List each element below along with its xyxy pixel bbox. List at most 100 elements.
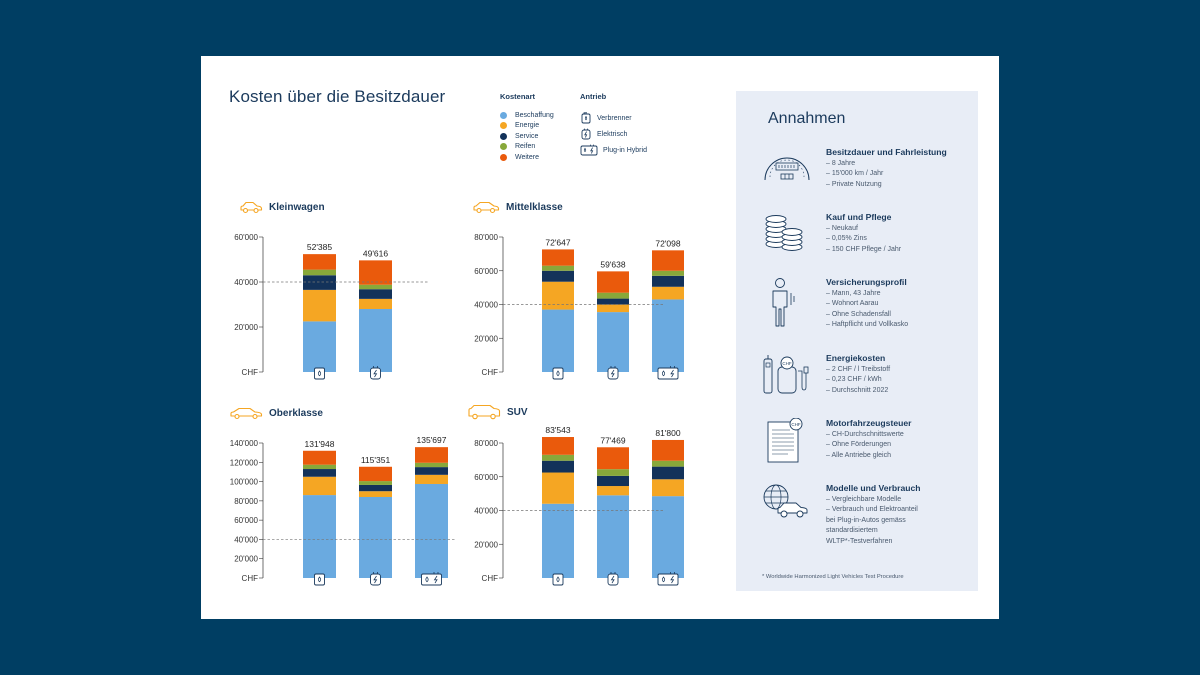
fuel-icon xyxy=(314,367,325,380)
legend-item: Reifen xyxy=(500,142,554,153)
bar-segment xyxy=(597,469,629,476)
y-tick-label: CHF xyxy=(242,368,259,377)
drive-type-icon xyxy=(657,572,679,586)
assumption-text: Besitzdauer und Fahrleistung – 8 Jahre –… xyxy=(826,147,947,190)
assumption-line: – Ohne Schadensfall xyxy=(826,310,891,318)
legend-item: Service xyxy=(500,131,554,142)
panel-title-text: Mittelklasse xyxy=(506,201,563,213)
bar-segment xyxy=(652,299,684,372)
assumption-text: Motorfahrzeugsteuer – CH-Durchschnittswe… xyxy=(826,418,911,461)
y-tick-label: 60'000 xyxy=(474,267,498,276)
y-tick-label: 100'000 xyxy=(230,478,259,487)
assumption-line: – 150 CHF Pflege / Jahr xyxy=(826,245,902,253)
assumption-line: – 2 CHF / l Treibstoff xyxy=(826,366,891,373)
legend-label: Energie xyxy=(515,122,540,130)
bar-total-label: 81'800 xyxy=(655,428,681,438)
hybrid-icon xyxy=(657,573,679,586)
bar-segment xyxy=(652,439,684,461)
y-tick-label: 40'000 xyxy=(474,301,498,310)
bar-segment xyxy=(597,447,629,470)
bar-total-label: 135'697 xyxy=(417,435,447,445)
bar-segment xyxy=(597,292,629,299)
bar-segment xyxy=(303,275,336,290)
assumption-line: – Private Nutzung xyxy=(826,180,882,188)
bar-segment xyxy=(542,309,574,372)
bar-segment xyxy=(415,467,448,475)
charging-station-icon: CHF xyxy=(763,355,809,394)
chart-kleinwagen: CHF 20'000 40'000 60'000 52'385 49'616 xyxy=(234,233,428,380)
y-tick-label: 60'000 xyxy=(234,516,258,525)
fuel-icon xyxy=(581,112,591,124)
plug-prongs-glyph xyxy=(373,366,378,368)
bar-segment xyxy=(542,437,574,455)
bar-segment xyxy=(415,447,448,463)
assumption-line: – Vergleichbare Modelle xyxy=(826,496,902,503)
drive-type-icon xyxy=(314,573,325,586)
svg-text:CHF: CHF xyxy=(782,361,791,366)
assumption-text: Modelle und Verbrauch – Vergleichbare Mo… xyxy=(826,483,921,547)
bar-segment xyxy=(652,466,684,480)
bar-segment xyxy=(359,491,392,497)
drive-type-icon xyxy=(657,366,679,380)
bar-segment xyxy=(597,304,629,313)
svg-text:CHF: CHF xyxy=(791,422,800,427)
y-tick-label: 20'000 xyxy=(474,540,498,549)
bar-segment xyxy=(652,275,684,287)
hybrid-icon xyxy=(580,144,598,156)
assumption-line: – Wohnort Aarau xyxy=(826,300,879,308)
legend-label: Beschaffung xyxy=(515,111,554,119)
plug-prongs-glyph xyxy=(610,366,616,368)
bolt-glyph xyxy=(433,575,438,584)
bar-segment xyxy=(303,269,336,276)
bar-total-label: 72'098 xyxy=(655,238,681,248)
y-tick-label: 20'000 xyxy=(474,334,498,343)
assumption-line: – Durchschnitt 2022 xyxy=(826,386,889,394)
bar-segment xyxy=(359,481,392,485)
legend-dot xyxy=(500,143,507,151)
plug-prongs-glyph xyxy=(670,366,675,368)
bolt-glyph xyxy=(610,575,615,584)
drive-type-icon xyxy=(370,572,381,586)
bar-total-label: 115'351 xyxy=(361,455,391,465)
bar-segment xyxy=(542,460,574,473)
assumption-line: WLTP*-Testverfahren xyxy=(826,537,893,545)
bar-segment xyxy=(359,309,392,372)
assumption-line: – Mann, 43 Jahre xyxy=(826,290,881,297)
drive-type-icon xyxy=(421,572,442,586)
bar-segment xyxy=(652,270,684,276)
chart-suv: CHF 20'000 40'000 60'000 80'000 83'543 77'469 8… xyxy=(474,425,684,586)
bar-segment xyxy=(652,460,684,467)
panel-title-text: Kleinwagen xyxy=(269,201,325,213)
drive-type-icon xyxy=(552,573,564,586)
car-mid-icon xyxy=(473,201,500,214)
assumption-line: standardisiertem xyxy=(826,527,878,535)
bar-segment xyxy=(415,474,448,484)
bar-segment xyxy=(359,484,392,492)
fuel-drop-glyph xyxy=(661,370,666,377)
bar-segment xyxy=(542,472,574,504)
bar-segment xyxy=(542,265,574,271)
bar-segment xyxy=(597,271,629,293)
assumption-line: – 0,05% Zins xyxy=(826,235,867,243)
y-tick-label: 20'000 xyxy=(234,555,258,564)
car-suv-icon xyxy=(468,404,501,420)
y-tick-label: 60'000 xyxy=(234,233,258,242)
bar-segment xyxy=(542,503,574,578)
bar-segment xyxy=(303,254,336,270)
legend-dot xyxy=(500,132,507,140)
bar-segment xyxy=(303,495,336,578)
bar-segment xyxy=(359,289,392,299)
assumption-heading: Versicherungsprofil xyxy=(826,277,907,287)
legend-item: Verbrenner xyxy=(580,110,647,126)
plug-icon xyxy=(581,128,591,140)
y-tick-label: 40'000 xyxy=(474,507,498,516)
bar-segment xyxy=(597,312,629,372)
drive-type-icon xyxy=(607,366,619,380)
legend-cost-title: Kostenart xyxy=(500,92,536,101)
bar-segment xyxy=(415,483,448,578)
assumption-text: Versicherungsprofil – Mann, 43 Jahre – W… xyxy=(826,277,908,331)
bar-total-label: 131'948 xyxy=(305,439,335,449)
assumption-line: – 15'000 km / Jahr xyxy=(826,170,884,178)
bar-segment xyxy=(542,281,574,310)
bar-segment xyxy=(597,495,629,578)
